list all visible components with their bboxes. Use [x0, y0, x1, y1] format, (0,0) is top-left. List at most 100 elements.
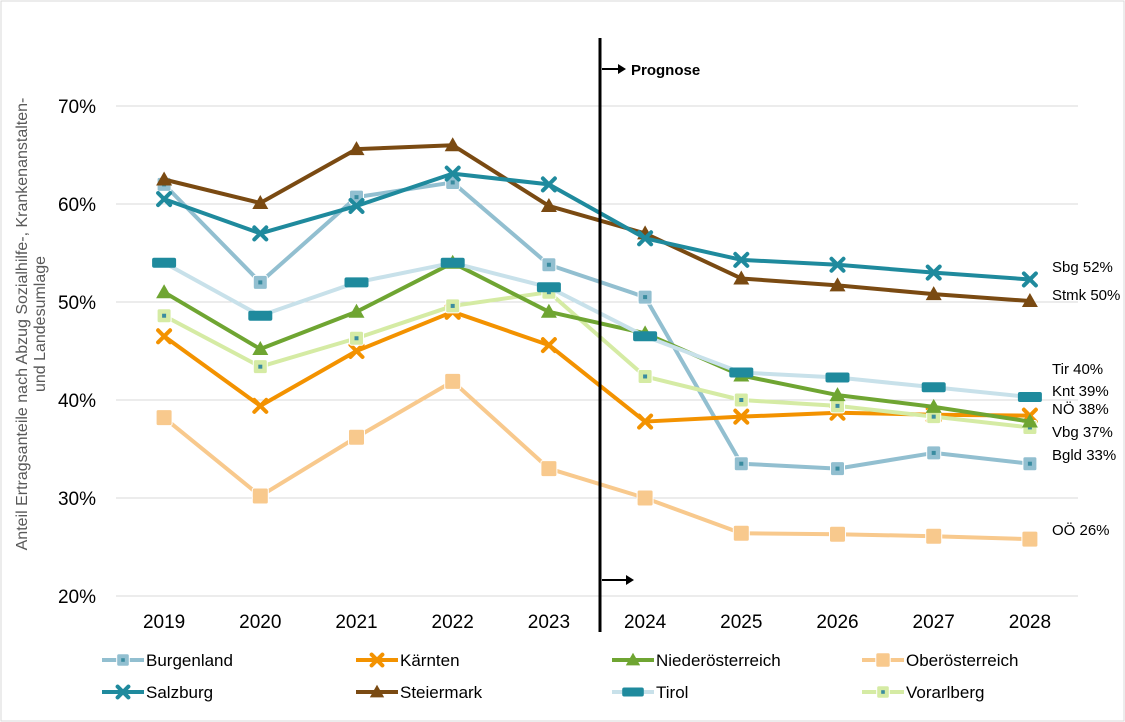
data-point: [733, 251, 750, 268]
x-tick-label: 2022: [432, 612, 474, 633]
data-point: [540, 303, 557, 318]
forecast-arrow-bottom-head: [626, 575, 634, 585]
legend-label: Burgenland: [146, 651, 233, 670]
legend-label: Niederösterreich: [656, 651, 781, 670]
data-point: [541, 257, 557, 273]
data-point: [445, 298, 461, 314]
legend-item-salzburg: Salzburg: [102, 683, 213, 702]
data-point: [252, 359, 268, 375]
x-axis: 2019 2020 2021 2022 2023 2024 2025 2026 2027 2028: [143, 612, 1051, 633]
data-point: [825, 372, 850, 383]
data-point: [733, 270, 750, 285]
y-tick-label: 50%: [58, 293, 96, 314]
x-tick-label: 2021: [335, 612, 377, 633]
series-line: [163, 171, 1031, 282]
end-label: Sbg 52%: [1052, 259, 1113, 276]
legend-item-burgenland: Burgenland: [102, 651, 233, 670]
data-point: [925, 286, 942, 301]
legend-item-niederösterreich: Niederösterreich: [612, 651, 781, 670]
end-label: OÖ 26%: [1052, 521, 1110, 539]
forecast-arrow-top-head: [618, 64, 626, 74]
y-tick-label: 30%: [58, 489, 96, 510]
end-label: Bgld 33%: [1052, 447, 1116, 464]
data-point: [536, 282, 561, 293]
data-point: [1021, 530, 1039, 548]
data-point: [348, 141, 365, 156]
legend-marker: [115, 684, 131, 700]
legend-label: Tirol: [656, 683, 688, 702]
data-point: [830, 461, 845, 477]
forecast-annotation: Prognose: [598, 38, 700, 632]
data-point: [1021, 271, 1038, 288]
data-point: [733, 456, 749, 472]
series-vorarlberg: [156, 284, 1038, 435]
legend-label: Kärnten: [400, 651, 460, 670]
legend-marker: [625, 652, 641, 666]
legend-marker: [369, 652, 385, 668]
x-tick-label: 2025: [720, 612, 762, 633]
data-point: [830, 398, 845, 414]
data-point: [1021, 413, 1038, 428]
legend-item-kärnten: Kärnten: [356, 651, 460, 670]
data-point: [248, 310, 273, 321]
data-point: [251, 487, 269, 505]
data-point: [156, 284, 173, 299]
legend-marker: [875, 652, 891, 668]
data-point: [637, 413, 654, 430]
data-point: [348, 197, 365, 214]
data-point: [440, 257, 465, 268]
x-tick-label: 2019: [143, 612, 185, 633]
series-salzburg: [156, 165, 1038, 288]
data-point: [732, 524, 750, 542]
y-axis-label-line-2: und Landesumlage: [32, 256, 49, 392]
legend-marker: [622, 687, 644, 697]
legend-marker: [369, 684, 385, 698]
data-point: [1021, 293, 1038, 308]
data-point: [729, 367, 754, 378]
end-label: Vbg 37%: [1052, 424, 1113, 441]
data-point: [636, 489, 654, 507]
y-axis-label: Anteil Ertragsanteile nach Abzug Sozialh…: [14, 98, 49, 551]
y-axis: 20% 30% 40% 50% 60% 70%: [58, 97, 96, 608]
data-point: [252, 195, 269, 210]
legend-label: Salzburg: [146, 683, 213, 702]
data-point: [252, 274, 268, 290]
data-point: [829, 277, 846, 292]
y-axis-label-line-1: Anteil Ertragsanteile nach Abzug Sozialh…: [14, 98, 31, 551]
series-line: [163, 143, 1031, 304]
series-line: [163, 260, 1031, 400]
data-point: [829, 256, 846, 273]
data-point: [633, 331, 658, 342]
data-point: [156, 328, 173, 345]
data-point: [252, 397, 269, 414]
data-point: [925, 264, 942, 281]
data-point: [348, 343, 365, 359]
data-point: [540, 176, 557, 193]
data-point: [921, 382, 946, 393]
legend-item-tirol: Tirol: [612, 683, 688, 702]
data-point: [540, 337, 557, 354]
series-line: [163, 260, 1031, 424]
data-point: [156, 308, 172, 324]
data-point: [829, 525, 846, 543]
legend-marker: [876, 685, 890, 699]
end-label: Tir 40%: [1052, 361, 1103, 378]
data-point: [156, 191, 173, 208]
data-point: [444, 165, 461, 182]
data-point: [252, 341, 269, 356]
legend-item-oberösterreich: Oberösterreich: [862, 651, 1018, 670]
data-point: [637, 289, 653, 305]
forecast-label: Prognose: [631, 62, 700, 79]
series-line: [162, 379, 1030, 542]
legend-marker: [116, 653, 130, 667]
data-point: [444, 372, 462, 390]
legend-label: Oberösterreich: [906, 651, 1018, 670]
data-point: [1022, 456, 1038, 472]
y-tick-label: 20%: [58, 587, 96, 608]
y-tick-label: 70%: [58, 97, 96, 118]
series-tirol: [152, 257, 1042, 403]
y-tick-label: 40%: [58, 391, 96, 412]
data-point: [444, 137, 461, 152]
